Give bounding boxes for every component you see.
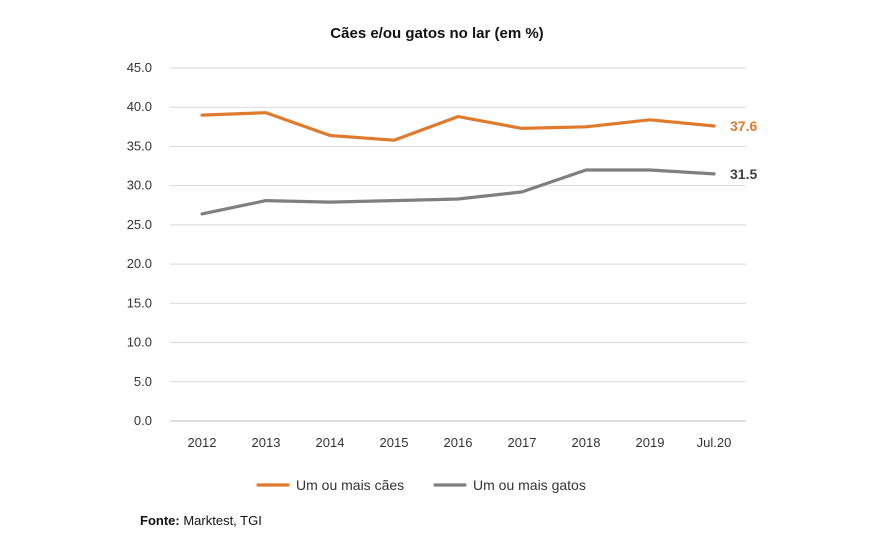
y-tick-label: 40.0 xyxy=(127,99,152,114)
x-tick-label: 2012 xyxy=(188,435,217,450)
source-text: Marktest, TGI xyxy=(183,513,262,528)
end-labels: 37.6 31.5 xyxy=(730,118,757,182)
legend: Um ou mais cães Um ou mais gatos xyxy=(256,477,586,493)
y-tick-label: 0.0 xyxy=(134,413,152,428)
source-note: Fonte: Marktest, TGI xyxy=(140,513,262,528)
series-lines xyxy=(200,111,716,216)
legend-label: Um ou mais cães xyxy=(296,477,404,493)
chart-title: Cães e/ou gatos no lar (em %) xyxy=(330,25,543,42)
series-line-gatos xyxy=(200,168,716,216)
y-tick-label: 45.0 xyxy=(127,60,152,75)
x-tick-label: 2016 xyxy=(444,435,473,450)
series-line-caes xyxy=(200,111,716,142)
y-tick-label: 35.0 xyxy=(127,138,152,153)
source-label: Fonte: xyxy=(140,513,180,528)
x-tick-label: Jul.20 xyxy=(697,435,732,450)
y-tick-label: 10.0 xyxy=(127,335,152,350)
end-value-label: 37.6 xyxy=(730,118,757,134)
x-tick-label: 2019 xyxy=(636,435,665,450)
y-tick-label: 15.0 xyxy=(127,295,152,310)
legend-label: Um ou mais gatos xyxy=(473,477,586,493)
y-axis-ticks: 0.0 5.0 10.0 15.0 20.0 25.0 30.0 35.0 40.0 45.0 xyxy=(127,60,152,428)
x-tick-label: 2013 xyxy=(252,435,281,450)
x-tick-label: 2018 xyxy=(572,435,601,450)
end-value-label: 31.5 xyxy=(730,166,757,182)
y-tick-label: 20.0 xyxy=(127,256,152,271)
y-tick-label: 25.0 xyxy=(127,217,152,232)
x-axis-ticks: 2012 2013 2014 2015 2016 2017 2018 2019 Jul.20 xyxy=(188,435,732,450)
x-tick-label: 2017 xyxy=(508,435,537,450)
gridlines xyxy=(170,67,746,422)
y-tick-label: 30.0 xyxy=(127,178,152,193)
x-tick-label: 2015 xyxy=(380,435,409,450)
x-tick-label: 2014 xyxy=(316,435,345,450)
y-tick-label: 5.0 xyxy=(134,374,152,389)
